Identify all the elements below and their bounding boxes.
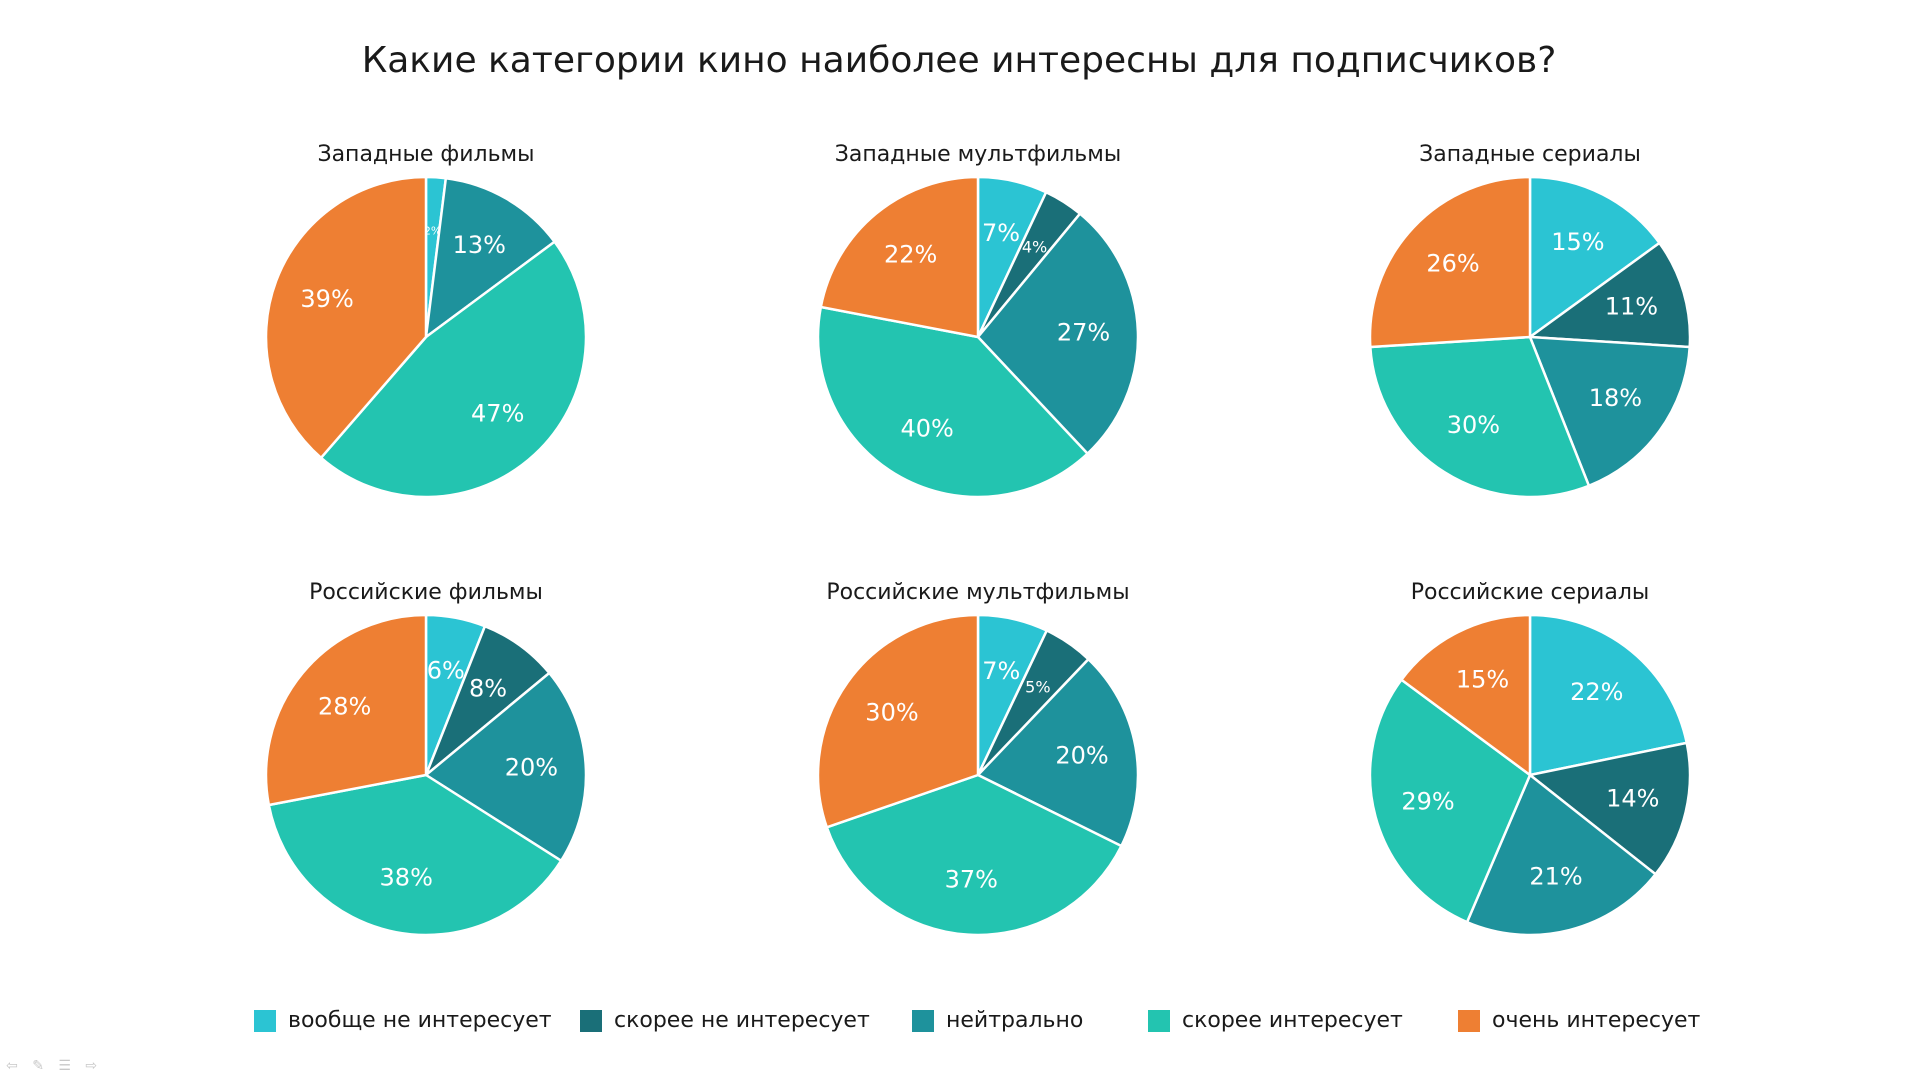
pie-slice	[1528, 335, 1692, 488]
slide-controls: ⇦ ✎ ☰ ⇨	[6, 1058, 107, 1074]
pie-data-label: 30%	[865, 699, 918, 727]
legend-label: очень интересует	[1492, 1008, 1701, 1033]
pie-russian-cartoons: Российские мультфильмы 7% 5% 20% 37% 30%	[788, 580, 1168, 960]
pie-data-label: 22%	[1570, 678, 1623, 706]
pie-slice	[1528, 613, 1689, 777]
pie-title: Российские мультфильмы	[826, 580, 1130, 605]
pie-data-label: 28%	[318, 693, 371, 721]
pie-slice	[424, 176, 557, 340]
pie-data-label: 4%	[1022, 237, 1047, 256]
legend-label: нейтрально	[946, 1008, 1084, 1033]
pie-slice	[816, 613, 980, 829]
legend-swatch	[912, 1009, 934, 1032]
pie-data-label: 11%	[1605, 293, 1658, 321]
pie-data-label: 29%	[1401, 788, 1454, 816]
pie-data-label: 21%	[1529, 862, 1582, 890]
pie-slice	[264, 613, 428, 807]
pie-svg: 7% 5% 20% 37% 30%	[816, 613, 1140, 937]
menu-icon[interactable]: ☰	[58, 1058, 71, 1074]
pie-svg: 15% 11% 18% 30% 26%	[1368, 175, 1692, 499]
pie-title: Западные сериалы	[1419, 142, 1641, 167]
pie-data-label: 5%	[1025, 678, 1050, 697]
legend-item: скорее не интересует	[580, 1008, 870, 1033]
pie-data-label: 22%	[884, 241, 937, 269]
pie-data-label: 27%	[1057, 319, 1110, 347]
pie-data-label: 15%	[1456, 666, 1509, 694]
pie-data-label: 2%	[424, 225, 441, 238]
pie-russian-series: Российские сериалы 22% 14% 21% 29% 15%	[1340, 580, 1720, 960]
pie-slice	[1368, 335, 1591, 499]
pie-data-label: 47%	[471, 400, 524, 428]
pie-data-label: 13%	[453, 231, 506, 259]
pie-slice	[319, 240, 588, 499]
pie-data-label: 8%	[469, 675, 507, 703]
pie-slice	[1368, 175, 1532, 349]
pie-data-label: 7%	[982, 657, 1020, 685]
pie-slice	[1528, 175, 1662, 340]
pie-data-label: 38%	[380, 864, 433, 892]
legend-swatch	[1458, 1009, 1480, 1032]
legend-item: очень интересует	[1458, 1008, 1700, 1033]
pie-title: Российские сериалы	[1410, 580, 1650, 605]
pie-data-label: 18%	[1589, 384, 1642, 412]
pie-data-label: 7%	[982, 219, 1020, 247]
pie-slice	[1526, 241, 1692, 349]
prev-slide-icon[interactable]: ⇦	[6, 1058, 18, 1074]
pie-slice	[816, 305, 1090, 499]
pie-data-label: 14%	[1606, 784, 1659, 812]
pie-slice	[1527, 741, 1692, 876]
pie-title: Западные фильмы	[317, 142, 535, 167]
pie-slice	[819, 175, 980, 339]
pie-title: Западные мультфильмы	[834, 142, 1122, 167]
pie-slice	[976, 211, 1140, 456]
pie-data-label: 40%	[900, 415, 953, 443]
legend-swatch	[254, 1009, 276, 1032]
pie-slice	[975, 657, 1140, 848]
legend-label: скорее интересует	[1182, 1008, 1403, 1033]
legend-label: скорее не интересует	[614, 1008, 870, 1033]
pie-data-label: 39%	[300, 285, 353, 313]
chart-main-title: Какие категории кино наиболее интересны …	[361, 40, 1557, 81]
legend: вообще не интересует скорее не интересуе…	[0, 1008, 1918, 1048]
pie-data-label: 15%	[1551, 228, 1604, 256]
pie-slice	[1368, 678, 1532, 924]
pie-svg: 7% 4% 27% 40% 22%	[816, 175, 1140, 499]
pie-data-label: 20%	[1055, 742, 1108, 770]
pie-slice	[825, 773, 1124, 937]
pie-western-series: Западные сериалы 15% 11% 18% 30% 26%	[1340, 142, 1720, 522]
pen-icon[interactable]: ✎	[32, 1058, 44, 1074]
legend-swatch	[1148, 1009, 1170, 1032]
pie-western-cartoons: Западные мультфильмы 7% 4% 27% 40% 22%	[788, 142, 1168, 522]
pie-slice	[264, 175, 428, 460]
pie-data-label: 20%	[505, 753, 558, 781]
pie-data-label: 6%	[427, 656, 465, 684]
pie-svg: 6%8% 20% 38% 28%	[264, 613, 588, 937]
next-slide-icon[interactable]: ⇨	[85, 1058, 98, 1074]
pie-slice	[1399, 613, 1532, 778]
pie-slice	[267, 773, 563, 937]
pie-data-label: 30%	[1447, 411, 1500, 439]
pie-title: Российские фильмы	[309, 580, 543, 605]
legend-item: вообще не интересует	[254, 1008, 552, 1033]
legend-item: скорее интересует	[1148, 1008, 1403, 1033]
legend-label: вообще не интересует	[288, 1008, 552, 1033]
pie-slice	[423, 671, 588, 863]
pie-svg: 22% 14% 21% 29% 15%	[1368, 613, 1692, 937]
pie-western-films: Западные фильмы 2% 13% 47% 39%	[236, 142, 616, 522]
pie-data-label: 37%	[945, 865, 998, 893]
legend-swatch	[580, 1009, 602, 1032]
pie-svg: 2% 13% 47% 39%	[264, 175, 588, 499]
pie-data-label: 26%	[1426, 250, 1479, 278]
legend-item: нейтрально	[912, 1008, 1083, 1033]
pie-russian-films: Российские фильмы 6% 8% 20% 38% 28%	[236, 580, 616, 960]
